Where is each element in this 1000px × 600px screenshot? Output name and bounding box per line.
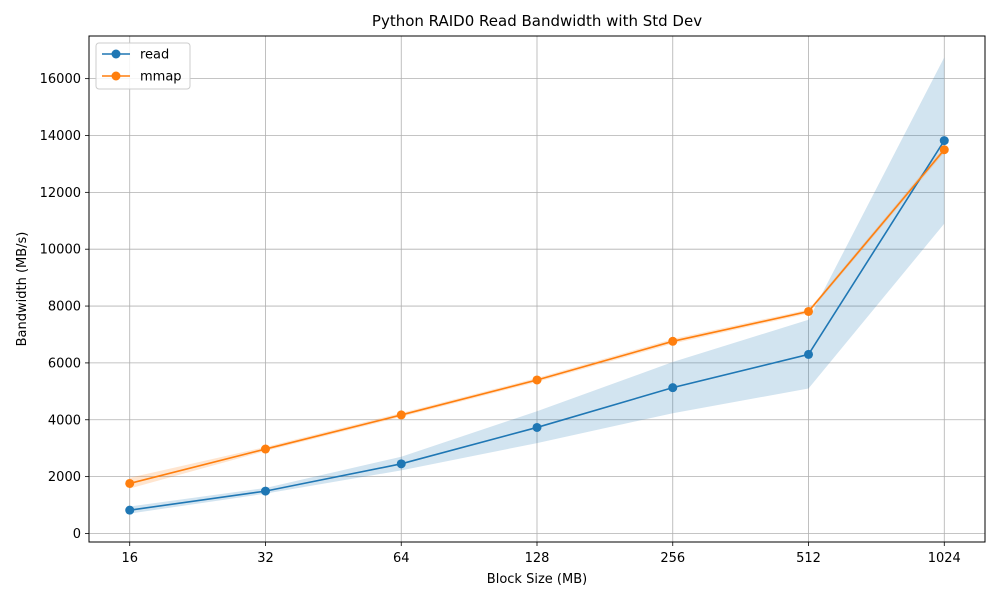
y-axis-label: Bandwidth (MB/s)	[15, 232, 30, 347]
point-mmap-64	[396, 410, 406, 420]
y-tick-label-10000: 10000	[40, 243, 81, 258]
x-tick-label-1024: 1024	[928, 551, 961, 566]
y-tick-label-4000: 4000	[48, 413, 81, 428]
point-mmap-512	[804, 306, 814, 316]
point-read-64	[396, 459, 406, 469]
y-tick-label-6000: 6000	[48, 356, 81, 371]
point-read-512	[804, 349, 814, 359]
legend-marker-mmap	[111, 71, 121, 81]
point-mmap-1024	[939, 145, 949, 155]
y-tick-label-0: 0	[73, 527, 81, 542]
x-tick-label-128: 128	[525, 551, 550, 566]
point-mmap-256	[668, 336, 678, 346]
y-tick-label-16000: 16000	[40, 72, 81, 87]
point-read-128	[532, 422, 542, 432]
x-tick-label-16: 16	[121, 551, 138, 566]
x-tick-label-512: 512	[796, 551, 821, 566]
point-mmap-128	[532, 375, 542, 385]
point-read-1024	[939, 136, 949, 146]
x-tick-label-64: 64	[393, 551, 410, 566]
point-mmap-16	[125, 478, 135, 488]
y-tick-label-14000: 14000	[40, 129, 81, 144]
axis-ticks: 16 32 64 128 256 512 1024 0 2000 4000 6000 8000 1000…	[40, 72, 961, 566]
y-tick-label-8000: 8000	[48, 300, 81, 315]
y-tick-label-12000: 12000	[40, 186, 81, 201]
point-mmap-32	[260, 444, 270, 454]
y-tick-label-2000: 2000	[48, 470, 81, 485]
point-read-256	[668, 383, 678, 393]
legend-label-mmap: mmap	[140, 70, 182, 85]
point-read-32	[260, 486, 270, 496]
legend-label-read: read	[140, 48, 169, 63]
grid	[89, 36, 985, 542]
legend: read mmap	[95, 42, 191, 90]
x-axis-label: Block Size (MB)	[487, 572, 587, 587]
x-tick-label-256: 256	[660, 551, 685, 566]
series-points	[125, 136, 949, 515]
std-band-read	[129, 57, 945, 514]
point-read-16	[125, 505, 135, 515]
chart-title: Python RAID0 Read Bandwidth with Std Dev	[372, 12, 702, 30]
x-tick-label-32: 32	[257, 551, 274, 566]
legend-marker-read	[111, 49, 121, 59]
